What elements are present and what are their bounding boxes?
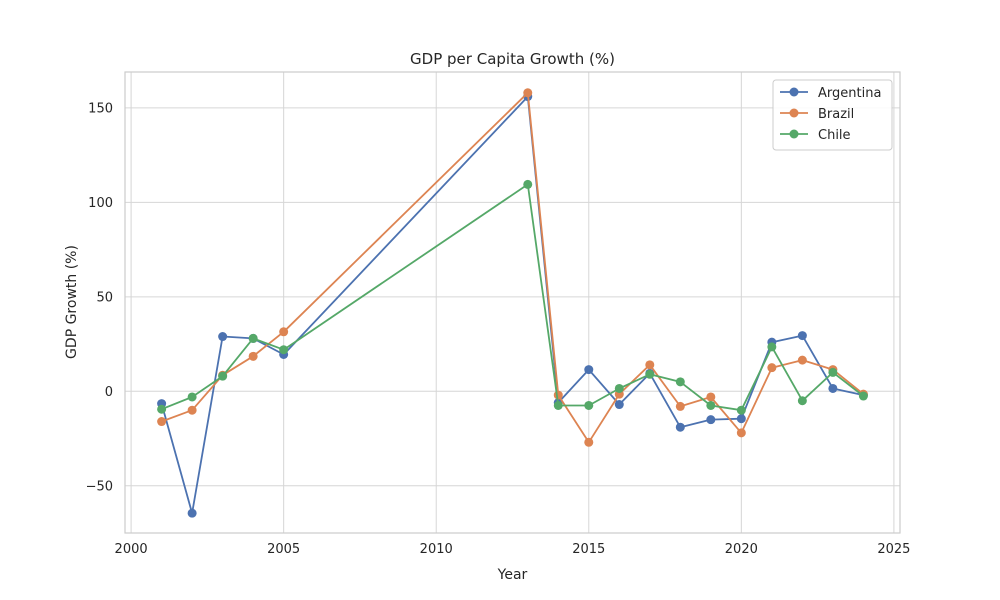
plot-area-background: [125, 72, 900, 533]
data-point-chile: [157, 404, 167, 414]
x-axis-label: Year: [497, 567, 528, 583]
data-point-brazil: [736, 428, 746, 438]
legend-box: [772, 79, 893, 151]
y-axis-label: GDP Growth (%): [64, 245, 80, 359]
data-point-chile: [797, 396, 807, 406]
data-point-brazil: [584, 437, 594, 447]
data-point-chile: [736, 405, 746, 415]
chart-title: GDP per Capita Growth (%): [410, 50, 615, 68]
data-point-chile: [248, 333, 258, 343]
y-tick-label: 50: [96, 290, 113, 305]
data-point-chile: [187, 392, 197, 402]
series-chile: [157, 179, 868, 415]
data-point-chile: [614, 383, 624, 393]
data-point-brazil: [248, 351, 258, 361]
data-point-chile: [645, 369, 655, 379]
x-tick-label: 2010: [420, 542, 453, 557]
legend-label-chile: Chile: [818, 128, 851, 143]
axes-frame: [124, 71, 901, 534]
y-tick-label: 100: [88, 196, 113, 211]
data-point-argentina: [218, 332, 228, 342]
y-tick-label: −50: [86, 479, 113, 494]
data-point-argentina: [675, 422, 685, 432]
data-point-brazil: [523, 88, 533, 98]
data-point-chile: [675, 377, 685, 387]
legend-label-argentina: Argentina: [818, 86, 881, 101]
data-point-argentina: [736, 414, 746, 424]
data-point-argentina: [584, 365, 594, 375]
data-point-brazil: [279, 327, 289, 337]
data-point-chile: [706, 400, 716, 410]
legend-entry-chile: Chile: [780, 128, 851, 143]
axes-border: [124, 71, 901, 534]
data-point-chile: [523, 179, 533, 189]
data-point-argentina: [187, 508, 197, 518]
x-tick-label: 2005: [267, 542, 300, 557]
legend-label-brazil: Brazil: [818, 107, 854, 122]
data-point-chile: [553, 400, 563, 410]
data-point-argentina: [828, 383, 838, 393]
x-tick-label: 2015: [572, 542, 605, 557]
legend-swatch-marker: [789, 108, 799, 118]
legend-swatch-marker: [789, 129, 799, 139]
x-tick-label: 2020: [725, 542, 758, 557]
data-point-argentina: [614, 400, 624, 410]
data-point-brazil: [706, 392, 716, 402]
data-point-argentina: [706, 415, 716, 425]
legend: Argentina Brazil Chile: [772, 79, 893, 151]
data-point-brazil: [797, 355, 807, 365]
data-point-brazil: [187, 405, 197, 415]
data-point-chile: [828, 367, 838, 377]
grid-layer: [125, 72, 900, 533]
x-tick-label: 2025: [877, 542, 910, 557]
data-point-chile: [218, 371, 228, 381]
tick-labels: 2000 2005 2010 2015 2020 2025 −50 0 50 100 150: [86, 101, 911, 557]
legend-entry-argentina: Argentina: [780, 86, 881, 101]
data-point-brazil: [675, 401, 685, 411]
y-tick-label: 0: [105, 385, 113, 400]
series-layer: [157, 88, 868, 518]
data-point-argentina: [797, 331, 807, 341]
legend-swatch-marker: [789, 87, 799, 97]
data-point-chile: [858, 391, 868, 401]
data-point-chile: [767, 342, 777, 352]
data-point-brazil: [553, 390, 563, 400]
y-tick-label: 150: [88, 101, 113, 116]
data-point-brazil: [767, 363, 777, 373]
data-point-brazil: [645, 360, 655, 370]
legend-entry-brazil: Brazil: [780, 107, 854, 122]
data-point-brazil: [157, 417, 167, 427]
data-point-chile: [279, 345, 289, 355]
data-point-chile: [584, 400, 594, 410]
x-tick-label: 2000: [115, 542, 148, 557]
